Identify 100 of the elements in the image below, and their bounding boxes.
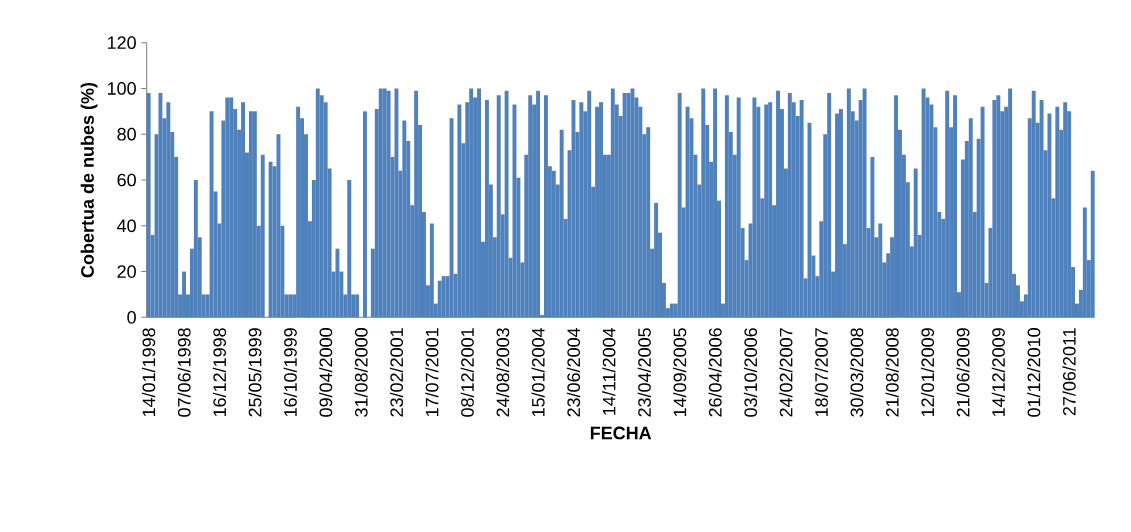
x-tick-label: 25/05/1999 bbox=[248, 328, 262, 417]
x-tick-label: 16/12/1998 bbox=[212, 328, 227, 417]
bar bbox=[477, 88, 482, 318]
x-tick-label: 09/04/2000 bbox=[319, 328, 333, 417]
bar bbox=[787, 93, 792, 318]
bar bbox=[776, 90, 780, 318]
bar bbox=[382, 88, 387, 318]
bar bbox=[1031, 90, 1036, 318]
bar bbox=[288, 294, 293, 318]
x-tick-label: 01/12/2010 bbox=[1027, 328, 1041, 417]
bar bbox=[363, 111, 367, 318]
bar bbox=[551, 170, 556, 318]
bar bbox=[996, 95, 1001, 318]
bar bbox=[1082, 207, 1087, 318]
x-tick-label: 14/11/2004 bbox=[602, 327, 616, 415]
bar bbox=[260, 154, 265, 318]
bar bbox=[713, 88, 718, 318]
bar bbox=[1063, 102, 1068, 318]
bar bbox=[701, 88, 706, 318]
bar bbox=[158, 93, 163, 318]
bar bbox=[166, 102, 171, 318]
bar bbox=[921, 88, 926, 318]
bar bbox=[968, 118, 973, 318]
bar bbox=[622, 93, 627, 318]
bar bbox=[862, 88, 867, 318]
y-tick-label: 100 bbox=[107, 82, 136, 95]
bar bbox=[276, 134, 281, 318]
bar bbox=[469, 88, 474, 318]
bar bbox=[241, 102, 246, 318]
bar bbox=[543, 95, 548, 318]
bar bbox=[268, 161, 273, 318]
x-tick-label: 14/09/2005 bbox=[673, 328, 687, 417]
bar bbox=[209, 111, 214, 318]
bar bbox=[1055, 106, 1060, 318]
bar bbox=[764, 104, 769, 318]
x-tick-label: 21/06/2009 bbox=[956, 328, 970, 417]
x-tick-label: 16/10/1999 bbox=[283, 328, 297, 417]
bar bbox=[669, 303, 674, 318]
bar bbox=[799, 99, 804, 318]
bar bbox=[248, 111, 253, 318]
bar bbox=[441, 276, 446, 318]
bar bbox=[646, 127, 651, 318]
bar bbox=[414, 90, 419, 318]
bar bbox=[504, 90, 509, 318]
x-tick-label: 23/04/2005 bbox=[637, 328, 651, 417]
bar bbox=[724, 95, 729, 318]
bar bbox=[677, 93, 682, 318]
y-axis-title: Cobertua de nubes (%) bbox=[80, 82, 98, 278]
bar bbox=[846, 88, 851, 318]
bar bbox=[252, 111, 257, 318]
bar bbox=[437, 280, 442, 318]
bar bbox=[870, 157, 875, 318]
bar bbox=[610, 88, 615, 318]
bar bbox=[736, 97, 741, 318]
x-tick-label: 24/02/2007 bbox=[779, 328, 793, 417]
x-tick-label: 18/07/2007 bbox=[814, 328, 828, 417]
x-tick-label: 12/01/2009 bbox=[920, 328, 935, 417]
x-tick-label: 14/01/1998 bbox=[142, 328, 156, 417]
x-tick-label: 31/08/2000 bbox=[354, 328, 368, 417]
y-tick-label: 20 bbox=[117, 265, 136, 278]
bar bbox=[587, 90, 592, 318]
bar bbox=[945, 90, 950, 318]
x-tick-label: 24/08/2003 bbox=[496, 328, 510, 417]
y-tick-label: 0 bbox=[127, 310, 136, 324]
bar bbox=[347, 180, 352, 318]
bar bbox=[1047, 113, 1052, 318]
x-tick-label: 23/06/2004 bbox=[566, 327, 581, 417]
bar bbox=[484, 99, 489, 318]
bar bbox=[394, 88, 399, 318]
bar bbox=[335, 248, 340, 318]
y-tick-label: 80 bbox=[117, 127, 136, 141]
bar bbox=[355, 294, 360, 318]
x-tick-label: 15/01/2004 bbox=[531, 327, 545, 417]
bar bbox=[528, 95, 533, 318]
bar bbox=[654, 202, 659, 318]
bar bbox=[1039, 99, 1044, 318]
bar bbox=[838, 109, 843, 318]
bar bbox=[913, 168, 918, 318]
bar bbox=[146, 93, 151, 318]
x-tick-label: 26/04/2006 bbox=[708, 328, 722, 417]
bar bbox=[878, 223, 883, 318]
bar bbox=[315, 88, 320, 318]
bar bbox=[1008, 88, 1013, 318]
bar bbox=[1090, 170, 1095, 318]
y-tick-label: 60 bbox=[117, 173, 136, 187]
bar bbox=[685, 106, 690, 318]
y-tick-label: 40 bbox=[117, 219, 136, 233]
bar bbox=[429, 223, 434, 318]
bar bbox=[894, 95, 898, 318]
x-tick-label: 30/03/2008 bbox=[850, 328, 864, 417]
bar bbox=[386, 90, 391, 318]
bar bbox=[835, 113, 839, 318]
x-tick-label: 08/12/2001 bbox=[460, 328, 474, 417]
bar bbox=[182, 271, 186, 318]
x-tick-label: 23/02/2001 bbox=[389, 328, 404, 417]
bar bbox=[980, 106, 985, 318]
bar bbox=[536, 90, 541, 318]
y-tick-label: 120 bbox=[107, 36, 136, 50]
x-tick-label: 07/06/1998 bbox=[177, 328, 191, 417]
bar bbox=[378, 88, 383, 318]
